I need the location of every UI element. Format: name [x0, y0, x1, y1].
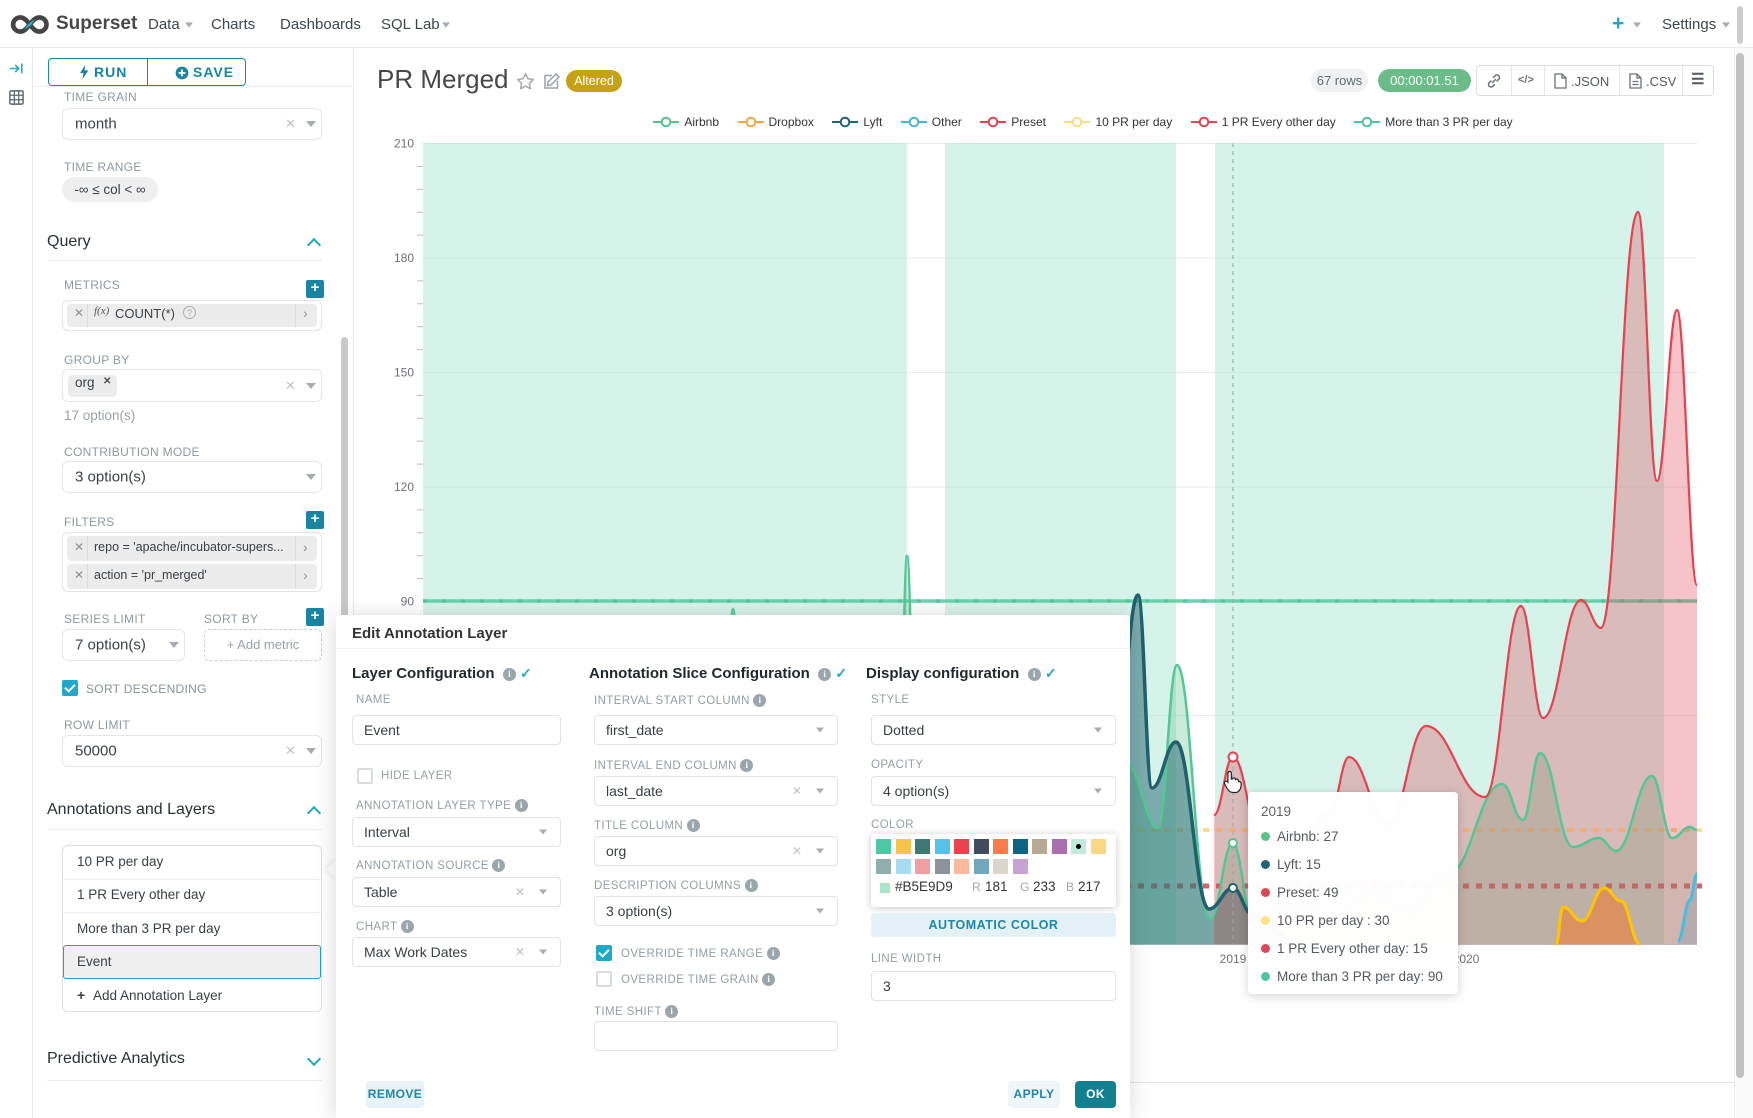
svg-text:180: 180: [394, 251, 414, 265]
svg-text:210: 210: [394, 137, 414, 151]
svg-text:150: 150: [394, 366, 414, 380]
svg-text:90: 90: [401, 595, 415, 609]
svg-text:2020: 2020: [1453, 952, 1480, 966]
svg-text:2019: 2019: [1220, 952, 1247, 966]
svg-text:120: 120: [394, 480, 414, 494]
